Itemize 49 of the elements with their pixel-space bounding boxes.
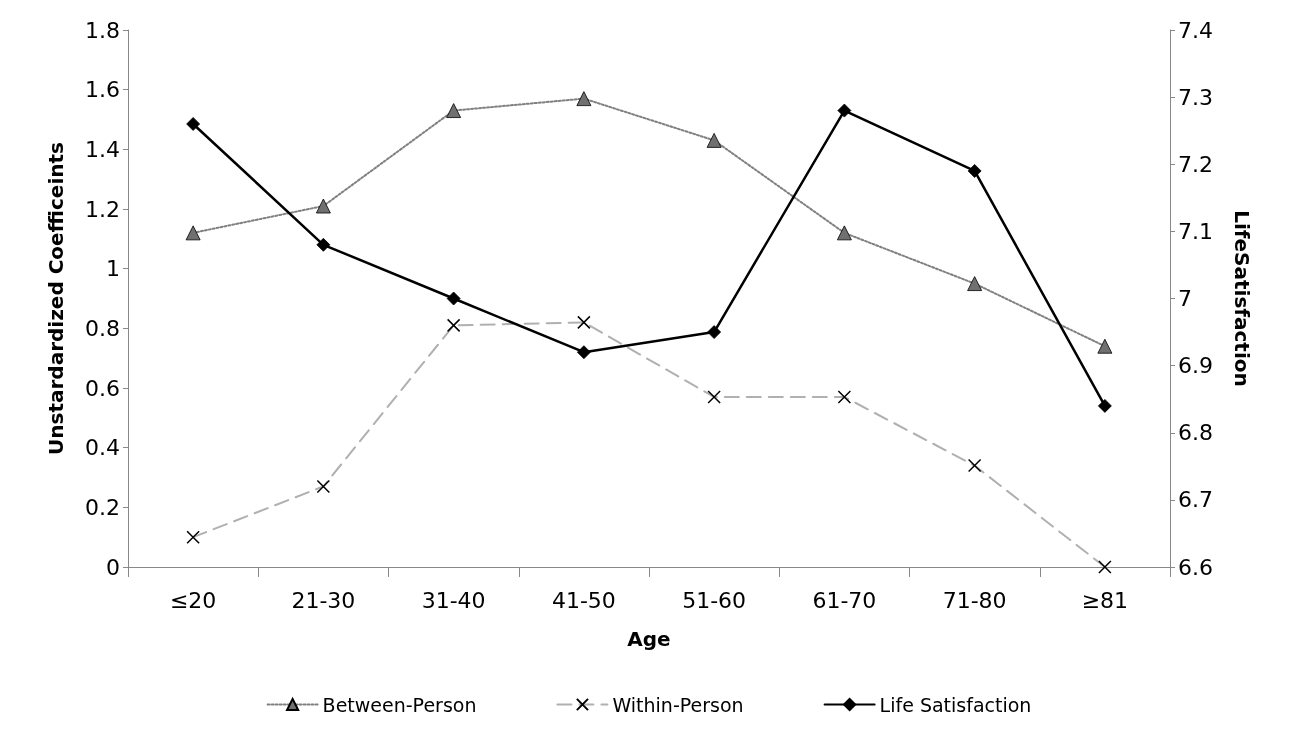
point [967, 276, 983, 291]
y2-tick-label: 7.1 [1178, 218, 1213, 244]
y-tick-label: 1.2 [85, 196, 120, 222]
x-tick-label: 71-80 [942, 587, 1007, 613]
y2-tick-label: 6.9 [1178, 353, 1213, 379]
point [576, 345, 591, 360]
x-tick-label: 51-60 [682, 587, 747, 613]
y2-tick-label: 7.4 [1178, 17, 1213, 43]
y-tick-label: 0.8 [85, 315, 120, 341]
y-tick-label: 0.6 [85, 375, 120, 401]
point [707, 325, 722, 339]
point [185, 225, 201, 241]
y-tick-label: 0 [106, 554, 120, 580]
legend-label: Life Satisfaction [879, 693, 1032, 716]
point [1097, 338, 1113, 354]
point [186, 117, 201, 131]
y-tick-label: 0.4 [85, 435, 120, 461]
point [706, 132, 722, 148]
x-tick-label: 21-30 [291, 587, 356, 613]
x-tick-label: 31-40 [421, 587, 486, 613]
y-tick-label: 1.4 [85, 136, 120, 162]
point [1097, 399, 1112, 413]
point [315, 198, 331, 214]
legend-label: Within-Person [612, 693, 744, 716]
y-tick-label: 1 [106, 256, 120, 282]
point [446, 103, 462, 118]
x-axis-title: Age [627, 627, 671, 651]
point [967, 164, 982, 178]
legend-label: Between-Person [322, 693, 477, 716]
y2-tick-label: 6.7 [1178, 487, 1213, 513]
y2-tick-label: 6.6 [1178, 554, 1213, 580]
y2-tick-label: 6.8 [1178, 420, 1213, 446]
y2-axis-title: LifeSatisfaction [1230, 210, 1254, 387]
y2-tick-label: 7 [1178, 286, 1192, 311]
y2-tick-label: 7.3 [1178, 84, 1213, 110]
y-axis-title: Unstardardized Coefficeints [44, 142, 68, 455]
point [446, 291, 461, 306]
y-tick-label: 0.2 [85, 494, 120, 520]
point [836, 225, 852, 241]
point [837, 103, 852, 118]
x-tick-label: 61-70 [812, 587, 877, 613]
x-tick-label: 41-50 [551, 587, 616, 613]
x-tick-label: ≥81 [1081, 587, 1129, 613]
y2-tick-label: 7.2 [1178, 151, 1213, 177]
point [316, 237, 331, 252]
y-tick-label: 1.8 [85, 17, 120, 43]
point [576, 91, 592, 107]
x-tick-label: ≤20 [169, 587, 217, 613]
y-tick-label: 1.6 [85, 77, 120, 103]
